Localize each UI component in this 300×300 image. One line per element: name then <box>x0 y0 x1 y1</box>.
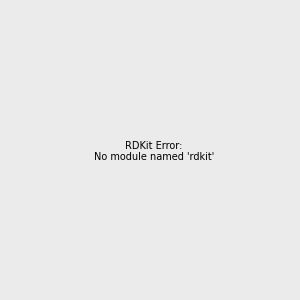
Text: RDKit Error:
No module named 'rdkit': RDKit Error: No module named 'rdkit' <box>94 141 214 162</box>
